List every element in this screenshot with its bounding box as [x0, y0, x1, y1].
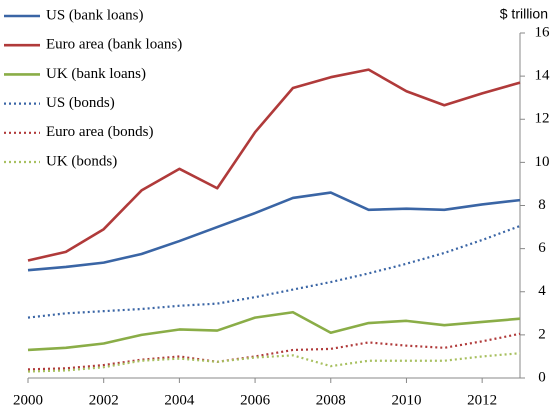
- legend-label: UK (bank loans): [46, 66, 146, 82]
- y-axis-label: $ trillion: [500, 6, 548, 22]
- y-tick-label: 4: [538, 283, 546, 299]
- y-tick-label: 10: [535, 154, 550, 170]
- y-tick-label: 2: [538, 326, 546, 342]
- series-line: [27, 224, 521, 319]
- x-tick-label: 2006: [240, 392, 271, 408]
- series-line: [27, 352, 521, 373]
- x-tick-label: 2010: [391, 392, 421, 408]
- y-tick-label: 6: [538, 240, 546, 256]
- legend-label: Euro area (bonds): [46, 124, 153, 140]
- y-tick-label: 0: [538, 369, 546, 385]
- y-tick-label: 8: [538, 197, 546, 213]
- y-tick-label: 14: [535, 68, 551, 84]
- x-tick-label: 2004: [164, 392, 195, 408]
- x-tick-label: 2000: [13, 392, 43, 408]
- series-line: [27, 68, 521, 262]
- legend-label: US (bonds): [46, 95, 115, 111]
- x-tick-label: 2012: [467, 392, 497, 408]
- y-tick-label: 16: [535, 24, 551, 40]
- x-tick-label: 2002: [89, 392, 119, 408]
- series-line: [27, 310, 521, 352]
- legend-label: UK (bonds): [46, 153, 117, 169]
- y-tick-label: 12: [535, 111, 550, 127]
- series-line: [27, 191, 521, 272]
- legend-label: US (bank loans): [46, 7, 144, 23]
- legend-label: Euro area (bank loans): [46, 37, 182, 53]
- x-tick-label: 2008: [316, 392, 346, 408]
- series-line: [27, 332, 521, 371]
